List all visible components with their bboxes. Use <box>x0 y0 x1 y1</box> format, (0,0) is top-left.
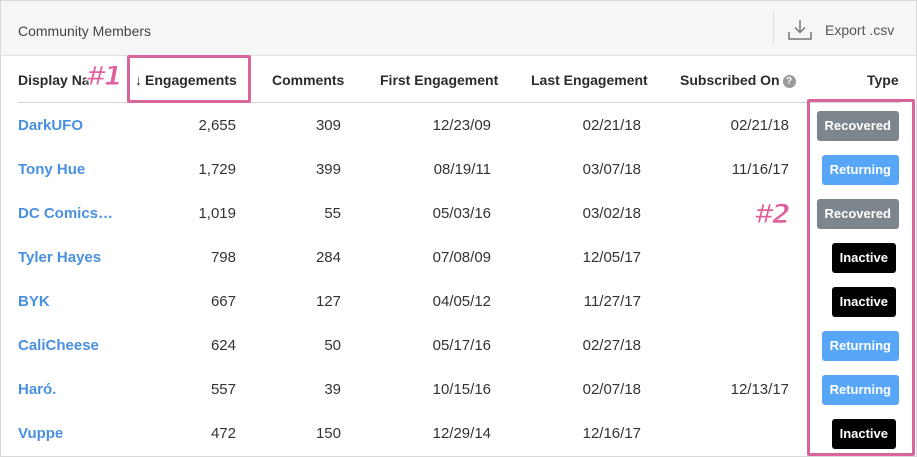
subscribed-on-cell <box>681 412 789 456</box>
annotation-label-2: #2 <box>753 199 792 231</box>
first-engagement-cell: 07/08/09 <box>432 249 491 266</box>
comments-cell: 127 <box>315 293 341 310</box>
engagements-cell: 1,729 <box>198 161 236 178</box>
member-name-link[interactable]: Tyler Hayes <box>18 249 102 266</box>
type-badge: Inactive <box>831 243 896 273</box>
header-divider-line <box>18 102 900 103</box>
export-csv-button[interactable]: Export .csv <box>787 15 894 45</box>
table-row: DC Comics… 1,019 55 05/03/16 03/02/18 Re… <box>1 192 917 236</box>
export-csv-label: Export .csv <box>825 22 895 38</box>
table-row: BYK 667 127 04/05/12 11/27/17 Inactive <box>1 280 917 324</box>
subscribed-on-cell <box>681 280 789 324</box>
engagements-cell: 1,019 <box>198 205 236 222</box>
column-header-comments[interactable]: Comments <box>272 72 345 88</box>
download-icon <box>788 20 812 40</box>
last-engagement-cell: 03/07/18 <box>582 161 641 178</box>
last-engagement-cell: 02/21/18 <box>582 117 641 134</box>
subscribed-on-cell <box>681 324 789 368</box>
column-header-display-name[interactable]: Display Na <box>18 72 90 88</box>
table-row: Tony Hue 1,729 399 08/19/11 03/07/18 11/… <box>1 148 917 192</box>
last-engagement-cell: 03/02/18 <box>582 205 641 222</box>
engagements-cell: 798 <box>210 249 236 266</box>
panel-header: Community Members Export .csv <box>1 1 916 56</box>
column-header-first-engagement[interactable]: First Engagement <box>380 72 499 88</box>
member-name-link[interactable]: CaliCheese <box>18 337 99 354</box>
column-header-last-engagement[interactable]: Last Engagement <box>531 72 648 88</box>
comments-cell: 284 <box>315 249 341 266</box>
table-row: Vuppe 472 150 12/29/14 12/16/17 Inactive <box>1 412 917 456</box>
engagements-cell: 472 <box>210 425 236 442</box>
last-engagement-cell: 12/16/17 <box>582 425 641 442</box>
annotation-box-engagements <box>127 55 251 103</box>
panel-title: Community Members <box>18 23 152 39</box>
table-row: Haró. 557 39 10/15/16 02/07/18 12/13/17 … <box>1 368 917 412</box>
type-badge: Inactive <box>831 287 896 317</box>
column-header-engagements[interactable]: ↓ Engagements <box>135 72 237 88</box>
type-badge: Returning <box>821 155 899 185</box>
engagements-cell: 2,655 <box>198 117 236 134</box>
last-engagement-cell: 02/27/18 <box>582 337 641 354</box>
first-engagement-cell: 12/29/14 <box>432 425 491 442</box>
column-header-subscribed-on[interactable]: Subscribed On? <box>680 72 796 88</box>
table-row: CaliCheese 624 50 05/17/16 02/27/18 Retu… <box>1 324 917 368</box>
comments-cell: 399 <box>315 161 341 178</box>
comments-cell: 39 <box>324 381 341 398</box>
column-header-engagements-label: Engagements <box>145 72 237 88</box>
help-icon[interactable]: ? <box>782 75 796 88</box>
engagements-cell: 557 <box>210 381 236 398</box>
last-engagement-cell: 12/05/17 <box>582 249 641 266</box>
first-engagement-cell: 05/03/16 <box>432 205 491 222</box>
first-engagement-cell: 04/05/12 <box>432 293 491 310</box>
last-engagement-cell: 11/27/17 <box>583 293 641 310</box>
member-name-link[interactable]: Tony Hue <box>18 161 86 178</box>
first-engagement-cell: 12/23/09 <box>432 117 491 134</box>
engagements-cell: 667 <box>210 293 236 310</box>
first-engagement-cell: 08/19/11 <box>433 161 491 178</box>
annotation-box-type <box>807 99 915 456</box>
first-engagement-cell: 10/15/16 <box>432 381 491 398</box>
comments-cell: 150 <box>315 425 341 442</box>
type-badge: Inactive <box>831 419 896 449</box>
member-name-link[interactable]: DC Comics… <box>18 205 114 222</box>
column-header-subscribed-on-label: Subscribed On <box>680 72 780 88</box>
table-row: Tyler Hayes 798 284 07/08/09 12/05/17 In… <box>1 236 917 280</box>
subscribed-on-cell <box>681 236 789 280</box>
last-engagement-cell: 02/07/18 <box>582 381 641 398</box>
member-name-link[interactable]: Vuppe <box>18 425 64 442</box>
subscribed-on-cell: 12/13/17 <box>730 381 789 398</box>
type-badge: Returning <box>821 331 899 361</box>
comments-cell: 50 <box>324 337 341 354</box>
annotation-label-1: #1 <box>85 61 124 93</box>
comments-cell: 55 <box>324 205 341 222</box>
column-header-type[interactable]: Type <box>867 72 899 88</box>
member-name-link[interactable]: BYK <box>18 293 50 310</box>
comments-cell: 309 <box>315 117 341 134</box>
engagements-cell: 624 <box>210 337 236 354</box>
subscribed-on-cell: 02/21/18 <box>730 117 789 134</box>
type-badge: Recovered <box>816 199 899 229</box>
header-divider <box>773 13 774 45</box>
subscribed-on-cell: 11/16/17 <box>731 161 789 178</box>
member-name-link[interactable]: DarkUFO <box>18 117 84 134</box>
table-row: DarkUFO 2,655 309 12/23/09 02/21/18 02/2… <box>1 104 917 148</box>
first-engagement-cell: 05/17/16 <box>432 337 491 354</box>
type-badge: Recovered <box>816 111 899 141</box>
type-badge: Returning <box>821 375 899 405</box>
member-name-link[interactable]: Haró. <box>18 381 57 398</box>
sort-descending-icon: ↓ <box>135 72 142 88</box>
